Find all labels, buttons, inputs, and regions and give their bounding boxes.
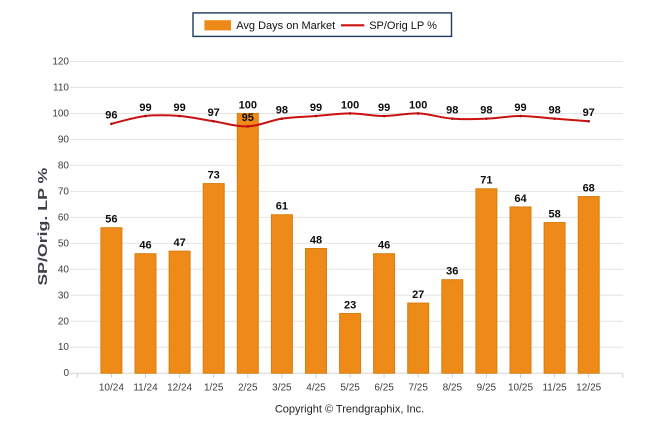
svg-text:46: 46 [378,240,390,252]
svg-text:99: 99 [173,102,185,114]
svg-text:50: 50 [58,238,70,249]
svg-text:100: 100 [341,99,359,111]
svg-text:100: 100 [52,108,69,119]
svg-text:30: 30 [58,290,70,301]
svg-text:98: 98 [446,104,458,116]
svg-text:23: 23 [344,299,356,311]
svg-text:98: 98 [480,104,492,116]
svg-text:1/25: 1/25 [204,382,224,393]
svg-text:56: 56 [105,214,117,226]
svg-text:10/24: 10/24 [99,382,124,393]
svg-text:12/24: 12/24 [167,382,192,393]
svg-text:2/25: 2/25 [238,382,258,393]
svg-text:36: 36 [446,265,458,277]
svg-text:95: 95 [242,112,254,124]
svg-text:98: 98 [276,104,288,116]
svg-text:97: 97 [208,107,220,119]
svg-text:48: 48 [310,234,322,246]
svg-text:11/24: 11/24 [133,382,158,393]
svg-text:80: 80 [58,160,70,171]
svg-text:Copyright © Trendgraphix, Inc.: Copyright © Trendgraphix, Inc. [275,403,424,415]
svg-text:99: 99 [139,102,151,114]
svg-text:97: 97 [583,107,595,119]
svg-text:73: 73 [208,169,220,181]
svg-text:SP/Orig. LP %: SP/Orig. LP % [35,167,50,286]
svg-text:0: 0 [63,368,69,379]
svg-text:11/25: 11/25 [542,382,567,393]
svg-text:70: 70 [58,186,70,197]
svg-text:98: 98 [548,104,560,116]
svg-text:SP/Orig LP %: SP/Orig LP % [369,20,437,32]
svg-text:58: 58 [548,208,560,220]
svg-text:9/25: 9/25 [477,382,497,393]
svg-text:Avg Days on Market: Avg Days on Market [236,20,335,32]
svg-text:4/25: 4/25 [306,382,326,393]
svg-text:12/25: 12/25 [576,382,601,393]
svg-text:71: 71 [480,175,492,187]
svg-text:60: 60 [58,212,70,223]
svg-text:46: 46 [139,240,151,252]
svg-text:100: 100 [409,99,427,111]
svg-text:90: 90 [58,134,70,145]
svg-text:68: 68 [583,182,595,194]
svg-text:7/25: 7/25 [408,382,428,393]
svg-text:61: 61 [276,201,288,213]
svg-text:110: 110 [53,82,69,93]
svg-text:5/25: 5/25 [340,382,360,393]
svg-text:10: 10 [58,342,70,353]
svg-text:20: 20 [58,316,70,327]
svg-text:100: 100 [239,99,257,111]
svg-text:47: 47 [173,237,185,249]
svg-text:10/25: 10/25 [508,382,533,393]
svg-text:99: 99 [310,102,322,114]
svg-text:6/25: 6/25 [374,382,394,393]
svg-text:99: 99 [514,102,526,114]
svg-text:3/25: 3/25 [272,382,292,393]
svg-text:99: 99 [378,102,390,114]
svg-text:40: 40 [58,264,70,275]
svg-text:64: 64 [514,193,527,205]
svg-text:27: 27 [412,289,424,301]
svg-text:120: 120 [52,57,69,68]
svg-text:96: 96 [105,110,117,122]
svg-text:8/25: 8/25 [443,382,463,393]
